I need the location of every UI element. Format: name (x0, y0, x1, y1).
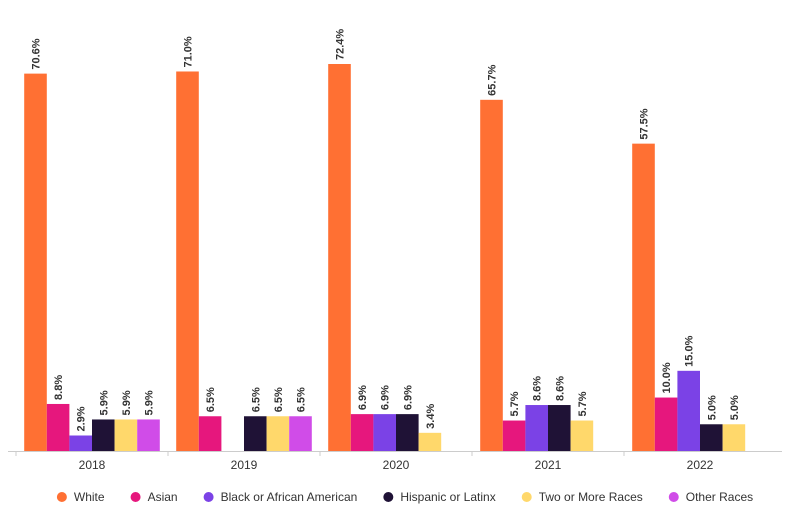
data-label: 5.7% (509, 391, 521, 416)
legend-marker (383, 492, 394, 502)
x-tick-label: 2020 (383, 458, 410, 472)
data-label: 6.9% (402, 385, 414, 410)
x-tick-label: 2018 (79, 458, 106, 472)
data-label: 6.5% (296, 387, 308, 412)
legend-label: Black or African American (221, 490, 358, 504)
bar (570, 420, 594, 451)
data-label: 10.0% (661, 362, 673, 393)
bar (396, 414, 419, 451)
data-label: 8.6% (554, 376, 566, 401)
bar (548, 405, 571, 451)
bar (525, 405, 548, 451)
legend-item: White (56, 490, 105, 504)
bar (24, 73, 47, 451)
bar (176, 71, 199, 451)
data-label: 72.4% (335, 29, 347, 60)
bar (137, 419, 160, 451)
data-label: 5.9% (121, 390, 133, 415)
data-label: 70.6% (31, 38, 43, 69)
data-label: 71.0% (183, 36, 195, 67)
bar (69, 435, 92, 451)
legend-item: Two or More Races (521, 490, 643, 504)
legend-label: Two or More Races (539, 490, 643, 504)
data-label: 6.5% (205, 387, 217, 412)
legend-marker (521, 492, 532, 502)
bar (654, 397, 678, 451)
legend-label: Other Races (686, 490, 753, 504)
data-label: 57.5% (639, 108, 651, 139)
data-label: 15.0% (684, 335, 696, 366)
legend-marker (668, 492, 679, 502)
data-label: 6.9% (380, 385, 392, 410)
legend-marker (203, 492, 214, 502)
bar (92, 419, 115, 451)
bar (677, 370, 700, 451)
x-tick-label: 2022 (687, 458, 714, 472)
data-label: 5.9% (98, 390, 110, 415)
data-label: 3.4% (425, 404, 437, 429)
data-label: 65.7% (487, 64, 499, 95)
bar (418, 432, 442, 451)
bar (722, 424, 746, 451)
data-label: 6.9% (357, 385, 369, 410)
legend-item: Asian (130, 490, 178, 504)
bar (244, 416, 267, 451)
data-label: 5.0% (706, 395, 718, 420)
legend-marker (130, 492, 141, 502)
legend-label: White (74, 490, 105, 504)
bar (46, 403, 70, 451)
legend-item: Other Races (668, 490, 753, 504)
data-label: 5.7% (577, 391, 589, 416)
bar (266, 416, 290, 451)
legend-item: Hispanic or Latinx (383, 490, 496, 504)
legend-item: Black or African American (203, 490, 358, 504)
bar (480, 99, 503, 451)
bar (502, 420, 526, 451)
bar (289, 416, 312, 451)
legend-marker (56, 492, 67, 502)
legend: White Asian Black or African American Hispa… (56, 490, 753, 504)
x-tick-label: 2021 (535, 458, 562, 472)
bar (700, 424, 723, 451)
data-label: 2.9% (76, 406, 88, 431)
legend-label: Asian (148, 490, 178, 504)
bar (328, 64, 351, 451)
data-label: 8.8% (53, 375, 65, 400)
bar (350, 414, 374, 451)
bar (114, 419, 138, 451)
bar (198, 416, 222, 451)
legend-label: Hispanic or Latinx (400, 490, 495, 504)
data-label: 6.5% (250, 387, 262, 412)
data-label: 5.9% (144, 390, 156, 415)
bar (373, 414, 396, 451)
x-tick-label: 2019 (231, 458, 258, 472)
bar (632, 143, 655, 452)
data-label: 6.5% (273, 387, 285, 412)
data-label: 5.0% (729, 395, 741, 420)
data-label: 8.6% (532, 376, 544, 401)
